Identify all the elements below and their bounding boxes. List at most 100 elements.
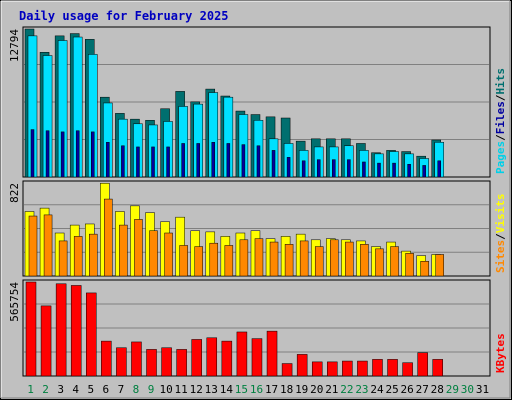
pages-bar-day-11 xyxy=(181,143,185,178)
sites-bar-day-5 xyxy=(89,233,98,277)
kbytes-bar-day-20 xyxy=(311,361,323,377)
kbytes-panel-legend-item-0: KBytes xyxy=(494,333,507,373)
kbytes-bar-day-7 xyxy=(116,347,127,377)
kbytes-bar-day-6 xyxy=(101,340,112,377)
x-tick-day-20: 20 xyxy=(310,383,323,396)
kbytes-bar-day-19 xyxy=(296,354,308,377)
x-tick-day-23: 23 xyxy=(355,383,368,396)
kbytes-bar-day-18 xyxy=(281,363,293,377)
sites-bar-day-24 xyxy=(375,248,384,277)
x-tick-day-29: 29 xyxy=(446,383,459,396)
visits-panel-legend: Sites/Visits xyxy=(494,194,507,274)
pages-bar-day-10 xyxy=(166,146,170,178)
pages-bar-day-14 xyxy=(226,143,231,178)
kbytes-bar-day-16 xyxy=(251,338,263,377)
kbytes-bar-day-25 xyxy=(387,359,398,377)
pages-bar-day-16 xyxy=(256,145,261,178)
sites-bar-day-13 xyxy=(209,242,219,277)
kbytes-bar-day-13 xyxy=(206,337,218,377)
sites-bar-day-8 xyxy=(134,219,143,277)
pages-bar-day-26 xyxy=(407,164,411,178)
sites-bar-day-14 xyxy=(224,245,234,277)
kbytes-panel-max-label: 565754 xyxy=(8,282,21,322)
x-tick-day-9: 9 xyxy=(148,383,155,396)
kbytes-bar-day-23 xyxy=(357,360,368,377)
x-tick-day-4: 4 xyxy=(72,383,79,396)
kbytes-bar-day-2 xyxy=(40,305,52,377)
x-tick-day-14: 14 xyxy=(220,383,234,396)
pages-bar-day-8 xyxy=(136,146,140,178)
sites-bar-day-12 xyxy=(194,246,203,277)
chart-panels: 12794Pages/Files/Hits822Sites/Visits5657… xyxy=(8,26,507,377)
sites-bar-day-16 xyxy=(254,238,264,277)
pages-bar-day-23 xyxy=(362,161,366,178)
kbytes-bar-day-3 xyxy=(55,283,67,377)
x-tick-day-12: 12 xyxy=(190,383,203,396)
hits-panel-legend-item-0: Pages xyxy=(494,141,507,174)
kbytes-bar-day-10 xyxy=(161,347,172,377)
x-tick-day-5: 5 xyxy=(87,383,94,396)
x-tick-day-25: 25 xyxy=(385,383,398,396)
x-tick-day-21: 21 xyxy=(325,383,338,396)
sites-bar-day-21 xyxy=(330,239,339,277)
kbytes-bar-day-22 xyxy=(342,360,353,377)
pages-bar-day-24 xyxy=(377,162,381,178)
x-tick-day-1: 1 xyxy=(27,383,34,396)
kbytes-bar-day-8 xyxy=(131,341,142,377)
kbytes-bar-day-24 xyxy=(372,359,383,377)
kbytes-panel: 565754 KBytes xyxy=(8,279,507,377)
hits-panel-legend-item-3: / xyxy=(494,94,507,101)
kbytes-bar-day-5 xyxy=(86,292,97,377)
kbytes-bar-day-12 xyxy=(191,339,202,377)
pages-bar-day-13 xyxy=(211,142,216,178)
sites-bar-day-28 xyxy=(435,254,444,277)
x-tick-day-27: 27 xyxy=(416,383,429,396)
kbytes-bar-day-14 xyxy=(221,340,233,377)
hits-panel-legend-item-4: Hits xyxy=(494,68,507,95)
x-tick-day-17: 17 xyxy=(265,383,278,396)
x-tick-day-24: 24 xyxy=(370,383,384,396)
pages-bar-day-4 xyxy=(75,130,80,178)
sites-bar-day-3 xyxy=(58,240,68,277)
x-tick-day-3: 3 xyxy=(57,383,64,396)
pages-bar-day-7 xyxy=(121,145,125,178)
kbytes-bar-day-15 xyxy=(236,331,248,377)
kbytes-bar-day-9 xyxy=(146,349,157,377)
pages-bar-day-3 xyxy=(60,131,65,178)
x-tick-day-19: 19 xyxy=(295,383,308,396)
x-axis: 1 2 3 4 5 6 7 8 9 10 11 12 13 14 15 16 17 18 19 20 21 22 23 24 2… xyxy=(27,383,489,396)
kbytes-bar-day-21 xyxy=(327,361,338,377)
x-tick-day-22: 22 xyxy=(340,383,353,396)
sites-bar-day-1 xyxy=(28,215,38,277)
pages-bar-day-19 xyxy=(301,160,306,178)
kbytes-bar-day-17 xyxy=(266,330,278,377)
sites-bar-day-18 xyxy=(284,244,294,277)
sites-bar-day-7 xyxy=(119,224,128,277)
sites-bar-day-19 xyxy=(299,240,309,277)
pages-bar-day-12 xyxy=(196,143,200,178)
pages-bar-day-5 xyxy=(91,131,95,178)
x-tick-day-28: 28 xyxy=(431,383,444,396)
sites-bar-day-2 xyxy=(43,214,53,277)
kbytes-bar-day-28 xyxy=(432,359,443,377)
kbytes-bar-day-27 xyxy=(417,352,428,377)
sites-bar-day-17 xyxy=(269,241,279,277)
sites-bar-day-22 xyxy=(345,241,354,277)
pages-bar-day-27 xyxy=(422,165,426,178)
kbytes-bar-day-1 xyxy=(25,281,37,377)
hits-panel-legend: Pages/Files/Hits xyxy=(494,68,507,174)
x-tick-day-26: 26 xyxy=(401,383,414,396)
pages-bar-day-15 xyxy=(241,144,246,178)
x-tick-day-18: 18 xyxy=(280,383,293,396)
pages-bar-day-22 xyxy=(347,159,351,178)
sites-bar-day-9 xyxy=(149,230,158,277)
sites-bar-day-4 xyxy=(73,236,83,277)
x-tick-day-7: 7 xyxy=(118,383,125,396)
sites-bar-day-23 xyxy=(360,244,369,277)
hits-panel-legend-item-1: / xyxy=(494,134,507,141)
pages-bar-day-9 xyxy=(151,146,155,178)
x-tick-day-2: 2 xyxy=(42,383,49,396)
visits-panel-legend-item-2: Visits xyxy=(494,194,507,234)
